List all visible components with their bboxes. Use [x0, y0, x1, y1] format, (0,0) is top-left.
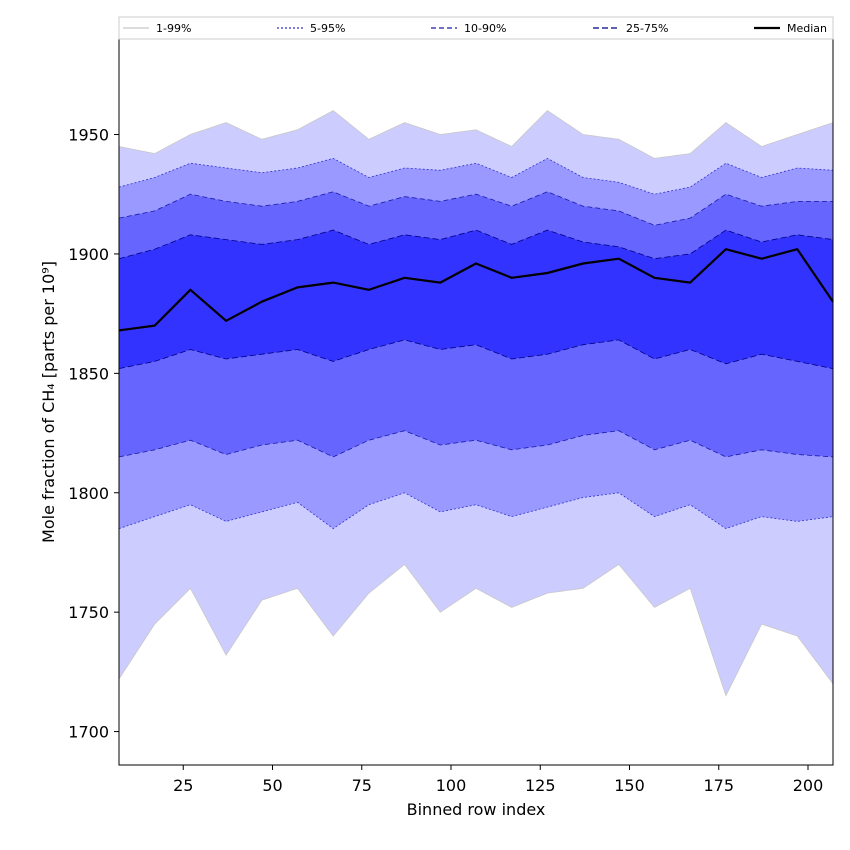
y-tick-label: 1700 — [68, 723, 109, 742]
band-upper-line-2 — [118, 191, 833, 226]
band-fill-3 — [119, 230, 833, 369]
x-tick-label: 150 — [614, 776, 645, 795]
band-upper-line-1 — [118, 157, 834, 195]
band-lower-line-0 — [118, 563, 834, 697]
legend-entry-label: 10-90% — [464, 22, 506, 35]
x-tick-label: 50 — [262, 776, 282, 795]
x-tick-label: 200 — [793, 776, 824, 795]
x-tick-label: 125 — [525, 776, 556, 795]
median-series — [118, 248, 834, 332]
median-line — [118, 248, 834, 332]
legend-entry-label: 1-99% — [156, 22, 191, 35]
x-tick-label: 175 — [703, 776, 734, 795]
legend: 1-99% 5-95% 10-90% 25-75% Median — [118, 16, 834, 40]
y-tick-label: 1900 — [68, 245, 109, 264]
band-boundary-lines — [118, 110, 834, 697]
x-axis: 25 50 75 100 125 150 175 200 — [173, 765, 823, 795]
legend-entry-label: 5-95% — [310, 22, 345, 35]
legend-entry-label: 25-75% — [626, 22, 668, 35]
band-lower-line-2 — [118, 430, 834, 458]
legend-entry-label: Median — [787, 22, 827, 35]
x-axis-label: Binned row index — [407, 800, 546, 819]
band-upper-line-3 — [118, 229, 834, 260]
x-tick-label: 100 — [436, 776, 467, 795]
y-axis-label: Mole fraction of CH₄ [parts per 10⁹] — [39, 261, 58, 543]
y-tick-label: 1850 — [68, 364, 109, 383]
band-lower-line-3 — [118, 339, 834, 369]
y-axis: 1700 1750 1800 1850 1900 1950 — [68, 126, 119, 742]
x-tick-label: 75 — [352, 776, 372, 795]
band-upper-line-0 — [118, 110, 834, 159]
band-fills — [119, 110, 833, 696]
y-tick-label: 1750 — [68, 603, 109, 622]
x-tick-label: 25 — [173, 776, 193, 795]
y-tick-label: 1950 — [68, 126, 109, 145]
y-tick-label: 1800 — [68, 484, 109, 503]
legend-box — [118, 16, 834, 40]
